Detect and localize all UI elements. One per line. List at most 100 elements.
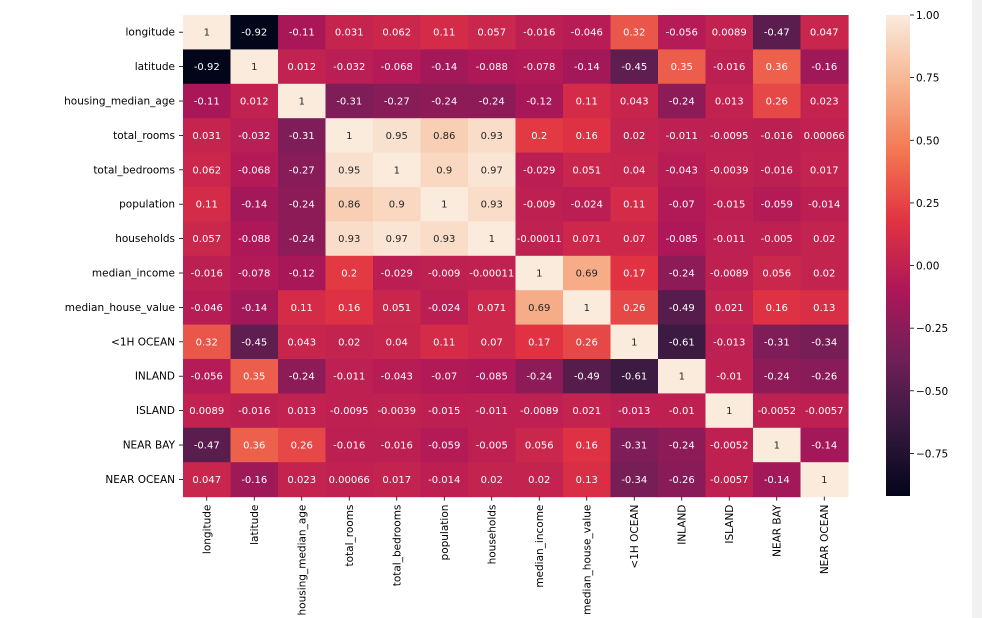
- cell-value-label: 0.32: [196, 337, 218, 348]
- heatmap-cell: [705, 152, 754, 188]
- cell-value-label: -0.0057: [805, 406, 844, 417]
- cell-value-label: 0.0089: [189, 406, 224, 417]
- cell-value-label: -0.34: [621, 475, 647, 486]
- cell-value-label: 0.2: [341, 269, 357, 280]
- heatmap-cell: [420, 49, 469, 85]
- heatmap-cell: [800, 49, 849, 85]
- heatmap-cell: [468, 359, 517, 394]
- cell-value-label: -0.24: [669, 97, 695, 108]
- heatmap-cell: [325, 49, 374, 85]
- heatmap-cell: [515, 427, 564, 463]
- cell-value-label: 0.031: [192, 131, 221, 142]
- heatmap-cell: [373, 83, 422, 119]
- heatmap-cell: [515, 83, 564, 119]
- cell-value-label: -0.068: [381, 62, 413, 73]
- heatmap-cell: [563, 393, 612, 429]
- heatmap-cell: [468, 427, 517, 463]
- cell-value-label: 0.26: [623, 303, 645, 314]
- colorbar-tick-label: 0.50: [916, 135, 939, 147]
- heatmap-cell: [278, 187, 327, 222]
- cell-value-label: -0.029: [523, 165, 555, 176]
- cell-value-label: -0.029: [381, 269, 413, 280]
- cell-value-label: 0.69: [576, 269, 598, 280]
- cell-value-label: 0.36: [243, 441, 265, 452]
- heatmap-cell: [420, 324, 469, 360]
- cell-value-label: -0.011: [713, 234, 745, 245]
- cell-value-label: 0.11: [433, 337, 455, 348]
- vertical-scrollbar[interactable]: [972, 0, 982, 618]
- heatmap-cell: [373, 359, 422, 394]
- heatmap-cell: [705, 324, 754, 360]
- cell-value-label: -0.024: [571, 200, 603, 211]
- heatmap-cell: [230, 393, 279, 429]
- cell-value-label: 1: [441, 200, 447, 211]
- heatmap-cell: [563, 462, 612, 498]
- cell-value-label: 1: [204, 28, 210, 39]
- cell-value-label: -0.011: [666, 131, 698, 142]
- column-label-inland: INLAND: [676, 505, 688, 545]
- heatmap-cell: [325, 118, 374, 154]
- heatmap-cell: [278, 221, 327, 257]
- heatmap-cell: [420, 187, 469, 222]
- row-label-median-house-value: median_house_value: [65, 302, 175, 314]
- cell-value-label: 0.86: [433, 131, 455, 142]
- heatmap-cell: [230, 427, 279, 463]
- row-label-inland: INLAND: [135, 371, 175, 383]
- heatmap-cell: [325, 152, 374, 188]
- heatmap-cell: [753, 290, 802, 326]
- cell-value-label: -0.085: [476, 372, 508, 383]
- cell-value-label: 0.051: [572, 165, 601, 176]
- cell-value-label: -0.24: [289, 200, 315, 211]
- heatmap-cell: [373, 49, 422, 85]
- cell-value-label: -0.24: [289, 234, 315, 245]
- heatmap-cell: [515, 118, 564, 154]
- cell-value-label: 0.95: [386, 131, 408, 142]
- column-label-longitude: longitude: [201, 505, 213, 554]
- heatmap-cell: [183, 462, 232, 498]
- cell-value-label: -0.92: [194, 62, 220, 73]
- cell-value-label: 0.043: [620, 97, 649, 108]
- heatmap-cell: [468, 393, 517, 429]
- colorbar-tick-label: 0.75: [916, 73, 939, 85]
- cell-value-label: -0.078: [523, 62, 555, 73]
- cell-value-label: 1: [774, 441, 780, 452]
- heatmap-cell: [610, 152, 659, 188]
- heatmap-cell: [325, 221, 374, 257]
- cell-value-label: 0.04: [386, 337, 408, 348]
- cell-value-label: 0.021: [715, 303, 744, 314]
- cell-value-label: -0.27: [289, 165, 315, 176]
- cell-value-label: -0.011: [333, 372, 365, 383]
- heatmap-cell: [468, 221, 517, 257]
- cell-value-label: -0.011: [476, 406, 508, 417]
- cell-value-label: 0.35: [243, 372, 265, 383]
- cell-value-label: -0.0052: [757, 406, 796, 417]
- cell-value-label: 0.012: [287, 62, 316, 73]
- cell-value-label: -0.92: [241, 28, 267, 39]
- cell-value-label: -0.47: [194, 441, 220, 452]
- cell-value-label: -0.046: [571, 28, 603, 39]
- heatmap-cell: [183, 359, 232, 394]
- heatmap-cell: [230, 359, 279, 394]
- cell-value-label: 0.00066: [329, 475, 370, 486]
- heatmap-cell: [230, 118, 279, 154]
- heatmap-cell: [610, 49, 659, 85]
- heatmap-cell: [468, 290, 517, 326]
- cell-value-label: 0.11: [291, 303, 313, 314]
- heatmap-cell: [373, 255, 422, 291]
- heatmap-cell: [658, 187, 707, 222]
- cell-value-label: 0.02: [481, 475, 503, 486]
- column-label-median-income: median_income: [534, 505, 546, 588]
- heatmap-cell: [420, 290, 469, 326]
- cell-value-label: -0.0095: [330, 406, 369, 417]
- row-label-population: population: [119, 199, 175, 211]
- cell-value-label: -0.088: [238, 234, 270, 245]
- column-label-households: households: [486, 505, 498, 565]
- heatmap-cell: [563, 221, 612, 257]
- cell-value-label: 0.26: [576, 337, 598, 348]
- heatmap-cell: [515, 324, 564, 360]
- heatmap-cell: [610, 462, 659, 498]
- heatmap-cell: [373, 221, 422, 257]
- cell-value-label: -0.032: [333, 62, 365, 73]
- cell-value-label: -0.0089: [520, 406, 559, 417]
- heatmap-cell: [515, 255, 564, 291]
